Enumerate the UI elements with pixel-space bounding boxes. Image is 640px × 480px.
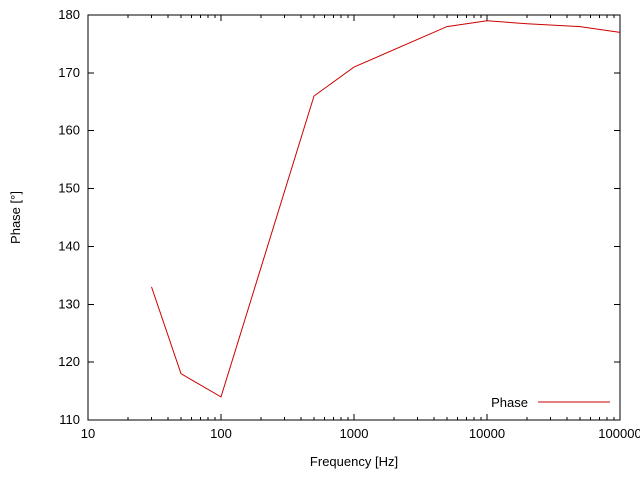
y-tick-label: 130 — [58, 296, 80, 311]
x-tick-label: 10 — [81, 426, 95, 441]
y-tick-label: 140 — [58, 238, 80, 253]
x-tick-label: 10000 — [469, 426, 505, 441]
y-tick-label: 170 — [58, 65, 80, 80]
phase-line — [151, 20, 621, 398]
y-tick-label: 150 — [58, 181, 80, 196]
y-tick-label: 180 — [58, 7, 80, 22]
y-tick-label: 160 — [58, 123, 80, 138]
x-tick-label: 1000 — [340, 426, 369, 441]
y-tick-label: 120 — [58, 354, 80, 369]
y-tick-label: 110 — [59, 412, 80, 427]
plot-border — [87, 14, 621, 421]
x-tick-label: 100 — [210, 426, 232, 441]
legend-label: Phase — [491, 395, 528, 410]
y-axis-title: Phase [°] — [8, 191, 23, 244]
x-tick-label: 100000 — [598, 426, 640, 441]
x-axis-title: Frequency [Hz] — [310, 454, 398, 469]
